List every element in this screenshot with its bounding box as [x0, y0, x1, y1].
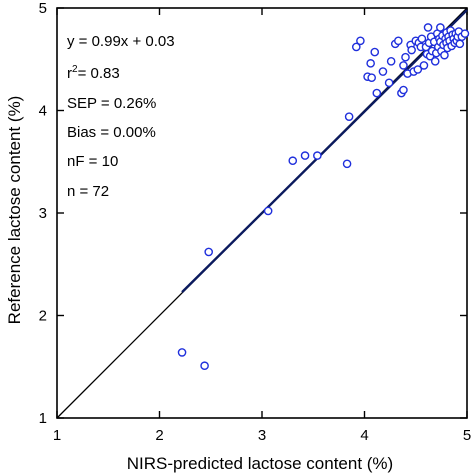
data-point	[370, 47, 380, 57]
data-point	[455, 39, 465, 49]
r2-suffix: = 0.83	[78, 65, 120, 82]
data-point	[367, 73, 376, 82]
x-tick-label: 3	[258, 427, 266, 444]
r2-prefix: r	[67, 65, 72, 82]
n-text: n = 72	[67, 183, 109, 200]
data-point	[460, 29, 470, 38]
data-point	[436, 23, 445, 32]
data-point	[356, 36, 365, 46]
y-axis-title: Reference lactose content (%)	[5, 96, 24, 325]
x-axis-title: NIRS-predicted lactose content (%)	[127, 454, 393, 473]
data-point	[413, 65, 423, 74]
data-point	[378, 67, 388, 76]
data-point	[423, 23, 433, 32]
regression-line	[181, 9, 468, 294]
data-point	[440, 50, 449, 60]
y-tick-label: 3	[39, 205, 47, 222]
sep-text: SEP = 0.26%	[67, 95, 156, 112]
data-point	[401, 52, 410, 62]
data-point	[313, 151, 322, 160]
data-point	[204, 247, 213, 257]
data-point	[366, 59, 375, 68]
data-point	[372, 88, 382, 98]
x-tick-label: 1	[53, 427, 61, 444]
y-tick-label: 4	[39, 103, 47, 120]
data-point	[263, 206, 273, 216]
data-point	[177, 348, 187, 357]
data-point	[351, 42, 361, 52]
x-tick-label: 2	[155, 427, 163, 444]
data-point	[384, 78, 394, 88]
bias-text: Bias = 0.00%	[67, 124, 156, 141]
data-point	[288, 156, 298, 166]
r2-superscript: 2	[72, 64, 78, 75]
data-point	[399, 61, 408, 70]
plot-area: 1 2 3 4 5 1 2 3 4 5	[39, 0, 472, 444]
y-tick-label: 2	[39, 308, 47, 325]
data-point	[417, 34, 427, 44]
y-tick-label: 5	[39, 0, 47, 17]
nf-text: nF = 10	[67, 153, 118, 170]
data-point	[300, 151, 310, 160]
data-point	[399, 85, 408, 95]
data-point	[419, 61, 429, 70]
data-point	[344, 112, 354, 121]
equation-text: y = 0.99x + 0.03	[67, 33, 175, 50]
data-point	[430, 57, 440, 66]
y-tick-label: 1	[39, 410, 47, 427]
data-point	[386, 57, 396, 66]
data-point	[407, 45, 416, 55]
x-tick-label: 5	[463, 427, 471, 444]
x-tick-label: 4	[360, 427, 368, 444]
data-point	[394, 36, 403, 46]
stats-annotation: y = 0.99x + 0.03 r2= 0.83 SEP = 0.26% Bi…	[67, 33, 175, 200]
data-point	[200, 361, 209, 371]
data-point	[342, 159, 352, 169]
r2-text: r2= 0.83	[67, 64, 120, 82]
